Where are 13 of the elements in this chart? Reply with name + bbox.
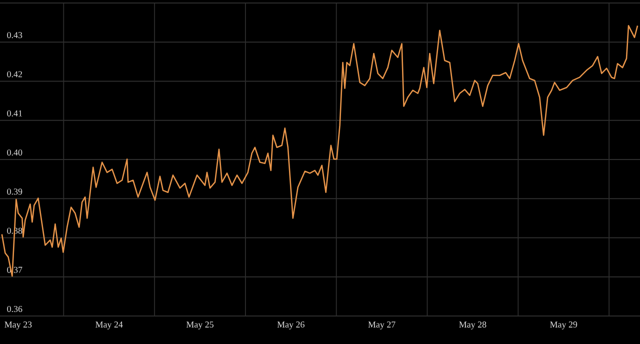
x-tick-label: May 24	[96, 322, 123, 330]
y-tick-label: 0.36	[7, 306, 22, 312]
y-tick-label: 0.39	[7, 188, 22, 195]
y-tick-label: 0.42	[7, 71, 22, 78]
x-tick-label: May 28	[459, 322, 486, 330]
x-tick-label: May 27	[368, 322, 396, 330]
y-tick-label: 0.43	[7, 32, 22, 38]
y-tick-label: 0.41	[7, 110, 22, 116]
x-tick-label: May 26	[277, 322, 304, 330]
x-tick-label: May 29	[550, 322, 578, 330]
x-tick-label: May 23	[4, 322, 32, 330]
x-tick-label: May 25	[186, 322, 214, 330]
y-tick-label: 0.40	[7, 149, 22, 156]
